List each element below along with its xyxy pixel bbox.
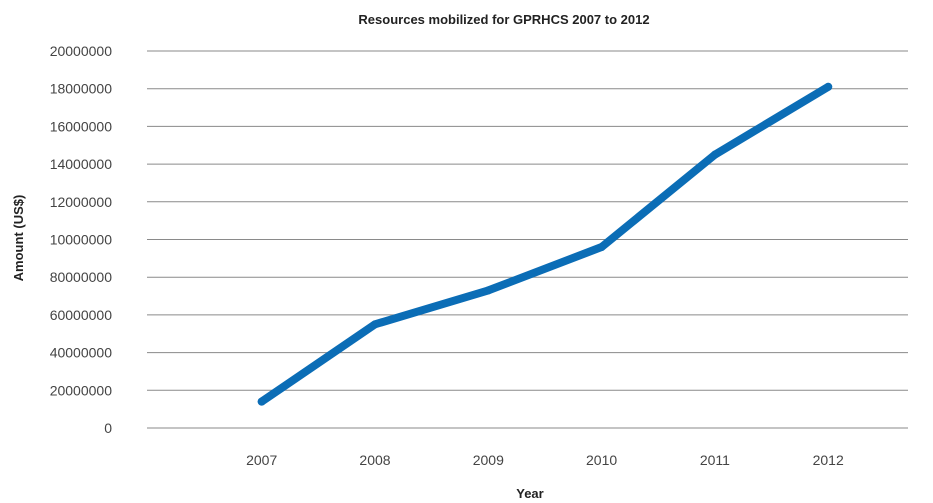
data-point bbox=[257, 397, 266, 406]
series-line bbox=[257, 82, 833, 406]
x-tick-label: 2011 bbox=[700, 452, 730, 468]
y-tick-label: 20000000 bbox=[50, 43, 113, 59]
y-tick-label: 20000000 bbox=[50, 382, 113, 398]
y-tick-label: 16000000 bbox=[50, 118, 113, 134]
y-tick-label: 18000000 bbox=[50, 81, 113, 97]
y-tick-label: 60000000 bbox=[50, 307, 113, 323]
y-tick-label: 80000000 bbox=[50, 269, 113, 285]
data-point bbox=[484, 286, 493, 295]
x-tick-label: 2008 bbox=[359, 452, 390, 468]
x-axis-title: Year bbox=[516, 486, 543, 501]
y-tick-label: 12000000 bbox=[50, 194, 113, 210]
y-tick-label: 0 bbox=[104, 420, 112, 436]
data-point bbox=[371, 320, 379, 329]
y-axis-ticks: 0 20000000 40000000 60000000 80000000 1000000… bbox=[50, 43, 113, 436]
y-tick-label: 10000000 bbox=[50, 232, 113, 248]
chart-title: Resources mobilized for GPRHCS 2007 to 2… bbox=[358, 12, 649, 27]
x-axis-ticks: 2007 2008 2009 2010 2011 2012 bbox=[246, 452, 844, 468]
data-point bbox=[710, 150, 719, 159]
x-tick-label: 2007 bbox=[246, 452, 277, 468]
x-tick-label: 2009 bbox=[473, 452, 504, 468]
data-point bbox=[597, 243, 606, 252]
x-tick-label: 2012 bbox=[813, 452, 844, 468]
series-layer bbox=[257, 82, 833, 406]
x-tick-label: 2010 bbox=[586, 452, 617, 468]
y-tick-label: 14000000 bbox=[50, 156, 113, 172]
data-point bbox=[824, 82, 833, 91]
y-tick-label: 40000000 bbox=[50, 345, 113, 361]
y-axis-title: Amount (US$) bbox=[11, 195, 26, 282]
